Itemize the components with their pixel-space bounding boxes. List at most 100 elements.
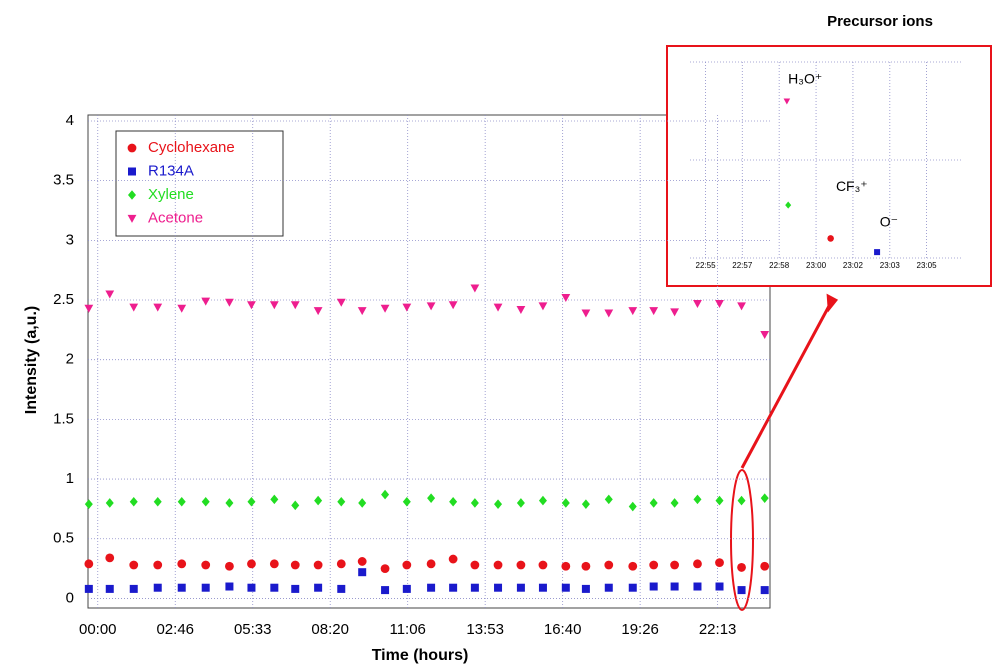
marker: [336, 298, 346, 307]
marker: [448, 554, 458, 564]
marker: [225, 498, 234, 508]
marker: [290, 560, 300, 570]
marker: [760, 493, 769, 503]
marker: [470, 498, 479, 508]
marker: [313, 560, 323, 570]
marker: [84, 304, 94, 313]
marker: [827, 235, 834, 242]
marker: [426, 559, 436, 569]
marker: [670, 308, 680, 317]
marker: [628, 583, 637, 592]
legend-label: Cyclohexane: [148, 139, 235, 156]
marker: [715, 495, 724, 506]
marker: [493, 560, 503, 570]
marker: [874, 249, 881, 256]
marker: [127, 143, 137, 153]
x-tick-label: 22:13: [699, 621, 737, 638]
marker: [693, 300, 702, 309]
marker: [715, 558, 724, 568]
marker: [177, 304, 187, 313]
marker: [470, 583, 479, 592]
marker: [314, 583, 323, 592]
y-tick-label: 1.5: [53, 410, 74, 427]
y-axis-label: Intensity (a,u.): [23, 306, 40, 414]
marker: [604, 309, 614, 318]
x-tick-label: 22:58: [769, 261, 790, 270]
marker: [628, 561, 638, 571]
marker: [105, 290, 115, 299]
marker: [127, 214, 137, 223]
x-tick-label: 19:26: [621, 621, 659, 638]
marker: [357, 557, 367, 566]
marker: [201, 583, 210, 592]
legend-label: R134A: [148, 162, 194, 179]
marker: [693, 582, 702, 591]
marker: [538, 560, 548, 570]
marker: [269, 559, 279, 569]
x-tick-label: 00:00: [79, 621, 117, 638]
marker: [561, 294, 571, 303]
marker: [84, 584, 93, 593]
y-tick-label: 0: [66, 589, 74, 606]
x-tick-label: 22:55: [696, 261, 717, 270]
marker: [538, 302, 548, 311]
marker: [670, 498, 679, 508]
marker: [538, 495, 547, 506]
marker: [604, 560, 614, 570]
marker: [649, 560, 659, 570]
marker: [201, 560, 211, 570]
marker: [128, 167, 136, 176]
marker: [153, 583, 162, 592]
y-tick-label: 3: [66, 231, 74, 248]
callout-arrow: [740, 305, 831, 469]
marker: [427, 493, 436, 503]
marker: [693, 494, 702, 505]
marker: [628, 501, 637, 512]
marker: [737, 563, 746, 572]
marker: [105, 584, 114, 593]
highlight-ellipse: [730, 469, 754, 611]
marker: [581, 584, 590, 593]
y-tick-label: 2.5: [53, 291, 74, 308]
marker: [153, 303, 163, 312]
marker: [538, 583, 547, 592]
marker: [715, 300, 724, 309]
x-tick-label: 23:00: [806, 261, 827, 270]
marker: [628, 307, 638, 316]
marker: [177, 583, 186, 592]
marker: [470, 560, 480, 570]
y-tick-label: 0.5: [53, 530, 74, 547]
marker: [357, 307, 367, 316]
marker: [494, 499, 503, 509]
marker: [270, 494, 279, 505]
marker: [270, 583, 279, 592]
marker: [649, 582, 658, 591]
annotation: H₃O⁺: [788, 70, 822, 86]
marker: [291, 500, 300, 511]
marker: [336, 559, 346, 569]
marker: [84, 559, 94, 569]
marker: [448, 301, 458, 310]
marker: [427, 583, 436, 592]
marker: [337, 584, 346, 593]
marker: [581, 309, 591, 318]
y-tick-label: 4: [66, 112, 74, 129]
marker: [737, 495, 746, 506]
x-tick-label: 02:46: [156, 621, 194, 638]
marker: [381, 586, 390, 595]
marker: [381, 489, 390, 500]
marker: [493, 303, 503, 312]
marker: [449, 496, 458, 507]
x-tick-label: 23:03: [880, 261, 901, 270]
marker: [604, 494, 613, 505]
marker: [426, 302, 436, 311]
legend-label: Xylene: [148, 186, 194, 203]
marker: [516, 560, 526, 570]
marker: [269, 301, 279, 310]
marker: [670, 582, 679, 591]
x-tick-label: 23:05: [917, 261, 938, 270]
marker: [561, 498, 570, 508]
marker: [337, 496, 346, 507]
marker: [314, 495, 323, 506]
